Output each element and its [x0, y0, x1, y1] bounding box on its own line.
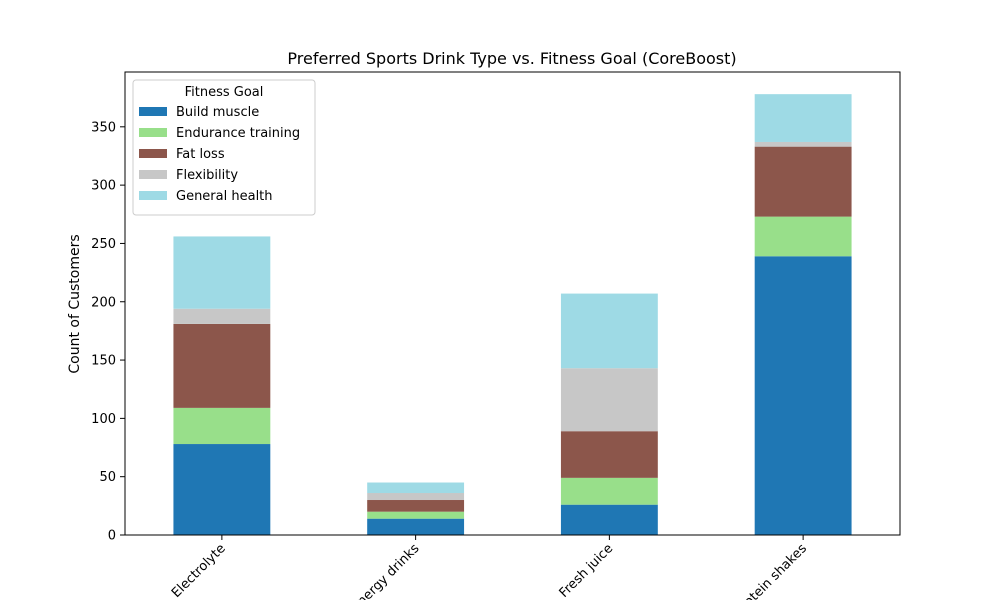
y-tick-label: 300 — [91, 179, 116, 194]
bar-segment — [367, 511, 465, 519]
legend-label: Fat loss — [176, 147, 225, 162]
chart-title: Preferred Sports Drink Type vs. Fitness … — [287, 49, 736, 68]
x-tick-label: Energy drinks — [349, 541, 423, 600]
bar-segment — [754, 256, 852, 535]
legend-box — [132, 79, 316, 216]
legend-swatch — [139, 128, 167, 137]
bar-segment — [173, 323, 271, 408]
legend-title: Fitness Goal — [185, 85, 264, 100]
bar-segment — [754, 141, 852, 147]
legend-swatch — [139, 107, 167, 116]
legend-swatch — [139, 191, 167, 200]
legend-label: Endurance training — [176, 126, 300, 141]
legend-label: Flexibility — [176, 168, 238, 183]
y-tick-label: 150 — [91, 354, 116, 369]
x-tick-label: Electrolyte — [169, 541, 229, 600]
bar-segment — [367, 482, 465, 494]
y-tick-label: 350 — [91, 120, 116, 135]
bar-segment — [173, 308, 271, 324]
bar-segment — [173, 407, 271, 445]
bar-segment — [754, 146, 852, 217]
bar-segment — [560, 431, 658, 478]
bar-segment — [560, 504, 658, 535]
legend-swatch — [139, 149, 167, 158]
bar-segment — [367, 518, 465, 535]
bar-segment — [367, 500, 465, 512]
bar-segment — [367, 493, 465, 501]
y-axis-label: Count of Customers — [67, 234, 83, 373]
bars-group — [173, 94, 852, 535]
bar-segment — [173, 236, 271, 309]
y-tick-label: 100 — [91, 412, 116, 427]
x-tick-label: Protein shakes — [733, 541, 811, 600]
legend: Fitness Goal Build muscle Endurance traini… — [132, 79, 316, 216]
y-tick-label: 200 — [91, 295, 116, 310]
legend-swatch — [139, 170, 167, 179]
legend-label: General health — [176, 189, 273, 204]
y-tick-label: 0 — [108, 529, 116, 544]
bar-segment — [173, 444, 271, 535]
bar-segment — [754, 216, 852, 257]
x-tick-label: Fresh juice — [557, 541, 617, 600]
bar-segment — [560, 368, 658, 432]
bar-segment — [560, 293, 658, 369]
y-tick-label: 250 — [91, 237, 116, 252]
legend-label: Build muscle — [176, 105, 259, 120]
plot-frame — [124, 71, 901, 536]
bar-segment — [754, 94, 852, 142]
bar-segment — [560, 477, 658, 505]
y-tick-label: 50 — [99, 470, 116, 485]
